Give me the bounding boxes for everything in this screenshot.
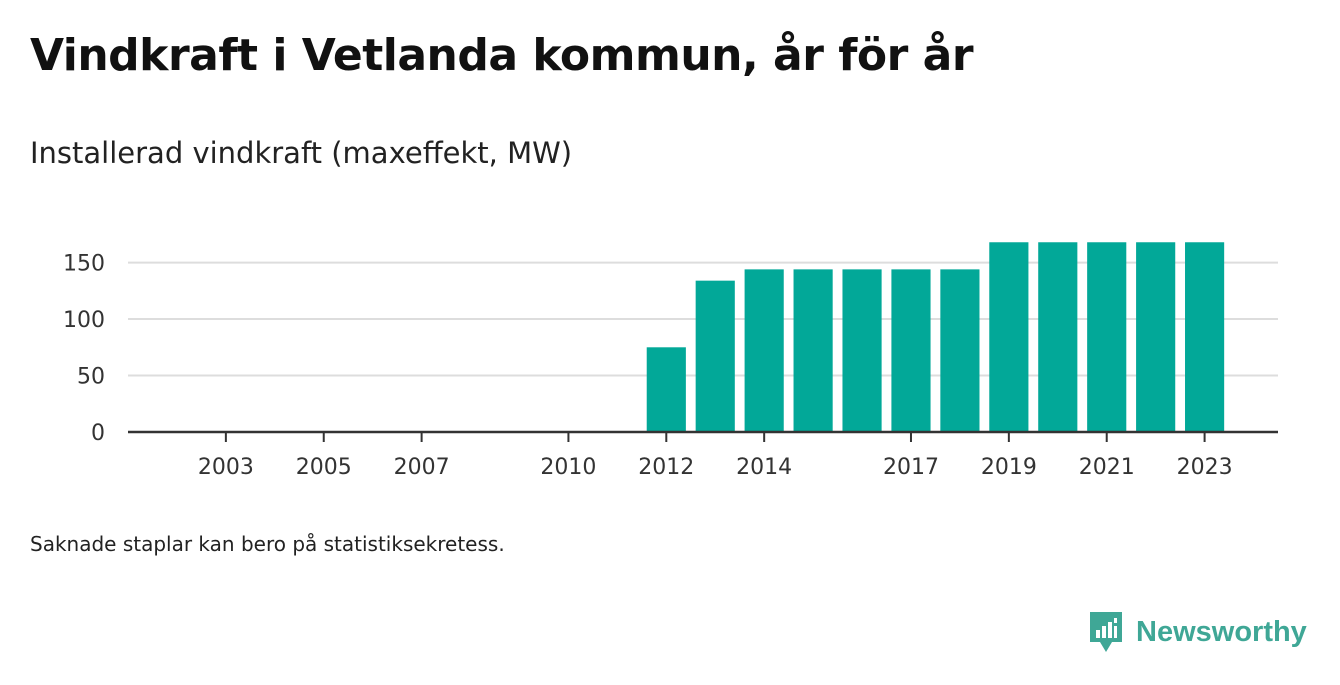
x-tick-label: 2010: [540, 455, 596, 480]
x-tick-label: 2014: [736, 455, 792, 480]
bar-2021: [1087, 242, 1127, 432]
footnote: Saknade staplar kan bero på statistiksek…: [30, 532, 505, 556]
bar-2012: [646, 347, 686, 432]
bars: [646, 242, 1225, 432]
brand-name: Newsworthy: [1136, 615, 1307, 648]
y-tick-label: 150: [63, 252, 105, 277]
bar-2016: [842, 269, 882, 432]
y-tick-label: 0: [91, 421, 105, 446]
bar-2015: [793, 269, 833, 432]
brand-logo: Newsworthy: [1088, 610, 1307, 654]
chart-subtitle: Installerad vindkraft (maxeffekt, MW): [30, 136, 573, 170]
x-tick-label: 2012: [638, 455, 694, 480]
x-tick-label: 2007: [394, 455, 450, 480]
bar-2020: [1038, 242, 1078, 432]
bar-2013: [695, 280, 735, 432]
bar-2017: [891, 269, 931, 432]
x-axis-ticks: 2003 2005 2007 2010 2012 2014 2017 2019 2021 2023: [198, 432, 1233, 480]
x-tick-label: 2023: [1177, 455, 1233, 480]
bar-2018: [940, 269, 980, 432]
newsworthy-logo-icon: [1090, 612, 1122, 652]
bar-2023: [1185, 242, 1225, 432]
y-tick-label: 50: [77, 365, 105, 390]
chart-title: Vindkraft i Vetlanda kommun, år för år: [30, 30, 974, 81]
bar-2014: [744, 269, 784, 432]
y-tick-label: 100: [63, 308, 105, 333]
x-tick-label: 2019: [981, 455, 1037, 480]
x-tick-label: 2021: [1079, 455, 1135, 480]
y-axis-ticks: 0 50 100 150: [63, 252, 105, 446]
bar-2022: [1136, 242, 1176, 432]
x-tick-label: 2003: [198, 455, 254, 480]
x-tick-label: 2005: [296, 455, 352, 480]
bar-2019: [989, 242, 1029, 432]
x-tick-label: 2017: [883, 455, 939, 480]
